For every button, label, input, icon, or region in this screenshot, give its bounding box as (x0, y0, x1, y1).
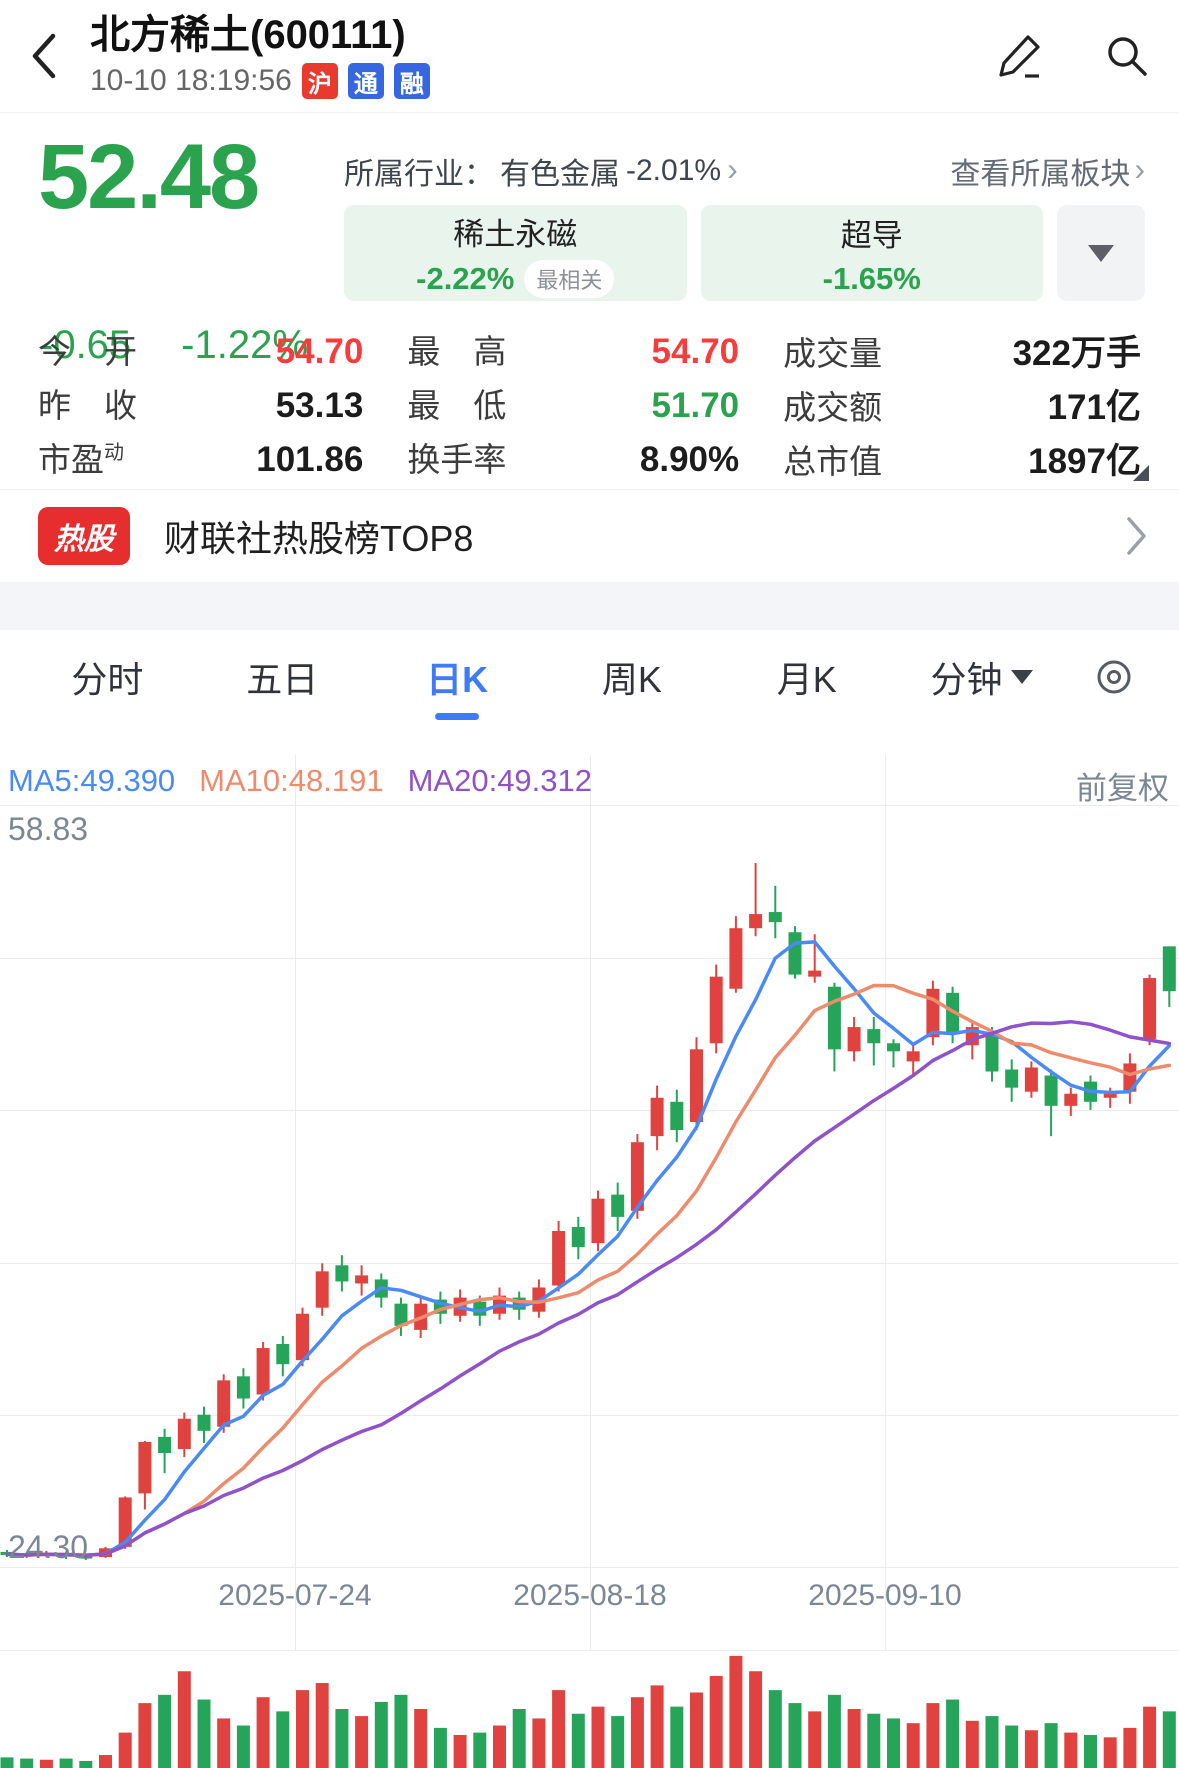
quote-panel: 52.48 -0.65 -1.22% 所属行业： 有色金属 -2.01% › 查… (0, 113, 1179, 489)
section-divider (0, 582, 1179, 630)
kline-canvas[interactable] (0, 723, 1179, 1768)
hot-banner-text: 财联社热股榜TOP8 (164, 518, 474, 559)
sector-pct: -2.22% (416, 260, 515, 296)
ma-legend: MA5:49.390 MA10:48.191 MA20:49.312 (8, 763, 592, 799)
ma20-label: MA20:49.312 (407, 763, 593, 798)
stats-grid: 今 开 54.70 最 高 54.70 成交量 322万手 昨 收 53.13 最 低 5… (38, 325, 1141, 481)
chevron-right-icon: › (727, 150, 738, 187)
target-circle-icon (1097, 660, 1131, 694)
stat-label: 换手率 (407, 441, 507, 478)
expand-stats-icon[interactable] (1133, 465, 1149, 481)
hot-badge: 热股 (38, 507, 130, 565)
sector-name: 超导 (840, 217, 903, 253)
kline-chart[interactable]: MA5:49.390 MA10:48.191 MA20:49.312 前复权 5… (0, 723, 1179, 1768)
stat-low: 51.70 (651, 386, 740, 425)
sector-name: 稀土永磁 (453, 216, 578, 252)
stat-prev-close: 53.13 (275, 386, 364, 425)
last-price: 52.48 (38, 126, 260, 228)
stat-label: 最 高 (407, 333, 507, 370)
industry-name: 有色金属 (500, 158, 620, 191)
stat-market-cap: 1897亿 (1028, 442, 1141, 481)
stat-label: 昨 收 (38, 387, 137, 424)
market-badge-rong: 融 (393, 63, 430, 99)
stat-volume: 322万手 (1012, 334, 1141, 373)
y-axis-min-label: 24.30 (8, 1529, 89, 1565)
stat-label: 总市值 (783, 443, 883, 480)
market-badge-sh: 沪 (301, 63, 338, 99)
stat-label: 今 开 (38, 333, 137, 370)
expand-sectors-button[interactable] (1057, 205, 1145, 301)
industry-pct: -2.01% (626, 154, 722, 187)
hot-stock-banner[interactable]: 热股 财联社热股榜TOP8 (0, 489, 1179, 582)
back-button[interactable] (0, 0, 90, 112)
stat-label: 成交额 (783, 389, 883, 426)
search-button[interactable] (1099, 28, 1155, 84)
page-title: 北方稀土(600111) (90, 13, 406, 57)
header-bar: 北方稀土(600111) 10-10 18:19:56 沪 通 融 (0, 0, 1179, 113)
price-change-row: -0.65 -1.22% (40, 323, 308, 368)
stat-turnover-rate: 8.90% (639, 440, 740, 479)
x-axis-tick: 2025-07-24 (218, 1579, 372, 1612)
most-related-pill: 最相关 (524, 259, 615, 298)
x-axis-tick: 2025-08-18 (513, 1579, 667, 1612)
y-axis-max-label: 58.83 (8, 811, 89, 847)
adjust-mode-label[interactable]: 前复权 (1076, 771, 1169, 806)
view-sector-link[interactable]: 查看所属板块 › (950, 149, 1145, 193)
back-chevron-icon (32, 33, 56, 79)
x-axis-tick: 2025-09-10 (808, 1579, 962, 1612)
stat-turnover-amount: 171亿 (1047, 388, 1141, 427)
price-change: -0.65 (40, 323, 132, 367)
triangle-down-icon (1010, 670, 1033, 684)
view-sector-label: 查看所属板块 (950, 158, 1131, 191)
sector-chip-superconductor[interactable]: 超导 -1.65% (700, 205, 1043, 301)
tab-minute-line[interactable]: 分时 (71, 659, 144, 700)
market-badge-tong: 通 (347, 63, 384, 99)
quote-timestamp: 10-10 18:19:56 (90, 64, 292, 97)
edit-button[interactable] (991, 28, 1047, 84)
industry-label: 所属行业： (344, 158, 494, 191)
pencil-icon (999, 35, 1040, 78)
stat-label: 最 低 (407, 387, 507, 424)
stat-label: 市盈动 (38, 441, 124, 478)
tab-five-day[interactable]: 五日 (246, 659, 319, 700)
chevron-right-icon: › (1134, 150, 1145, 187)
ma5-label: MA5:49.390 (8, 763, 176, 798)
stat-label: 成交量 (783, 335, 883, 372)
triangle-down-icon (1088, 244, 1114, 262)
tab-monthly-k[interactable]: 月K (776, 659, 837, 700)
title-block: 北方稀土(600111) 10-10 18:19:56 沪 通 融 (90, 13, 430, 99)
industry-link[interactable]: 所属行业： 有色金属 -2.01% › (344, 149, 738, 193)
tab-daily-k[interactable]: 日K (370, 630, 545, 724)
stat-pe-ratio: 101.86 (256, 440, 364, 479)
stat-high: 54.70 (651, 332, 740, 371)
price-change-pct: -1.22% (181, 323, 308, 367)
chevron-right-icon (1127, 517, 1146, 555)
chart-settings-button[interactable] (1069, 630, 1159, 724)
chart-period-tabs: 分时 五日 日K 周K 月K 分钟 (0, 630, 1179, 724)
tab-weekly-k[interactable]: 周K (601, 659, 662, 700)
search-icon (1108, 37, 1147, 76)
sector-chip-rare-earth[interactable]: 稀土永磁 -2.22% 最相关 (344, 205, 687, 301)
tab-minutes-dropdown[interactable]: 分钟 (894, 630, 1069, 724)
stat-open: 54.70 (275, 332, 364, 371)
sector-pct: -1.65% (822, 260, 921, 296)
ma10-label: MA10:48.191 (199, 763, 384, 798)
